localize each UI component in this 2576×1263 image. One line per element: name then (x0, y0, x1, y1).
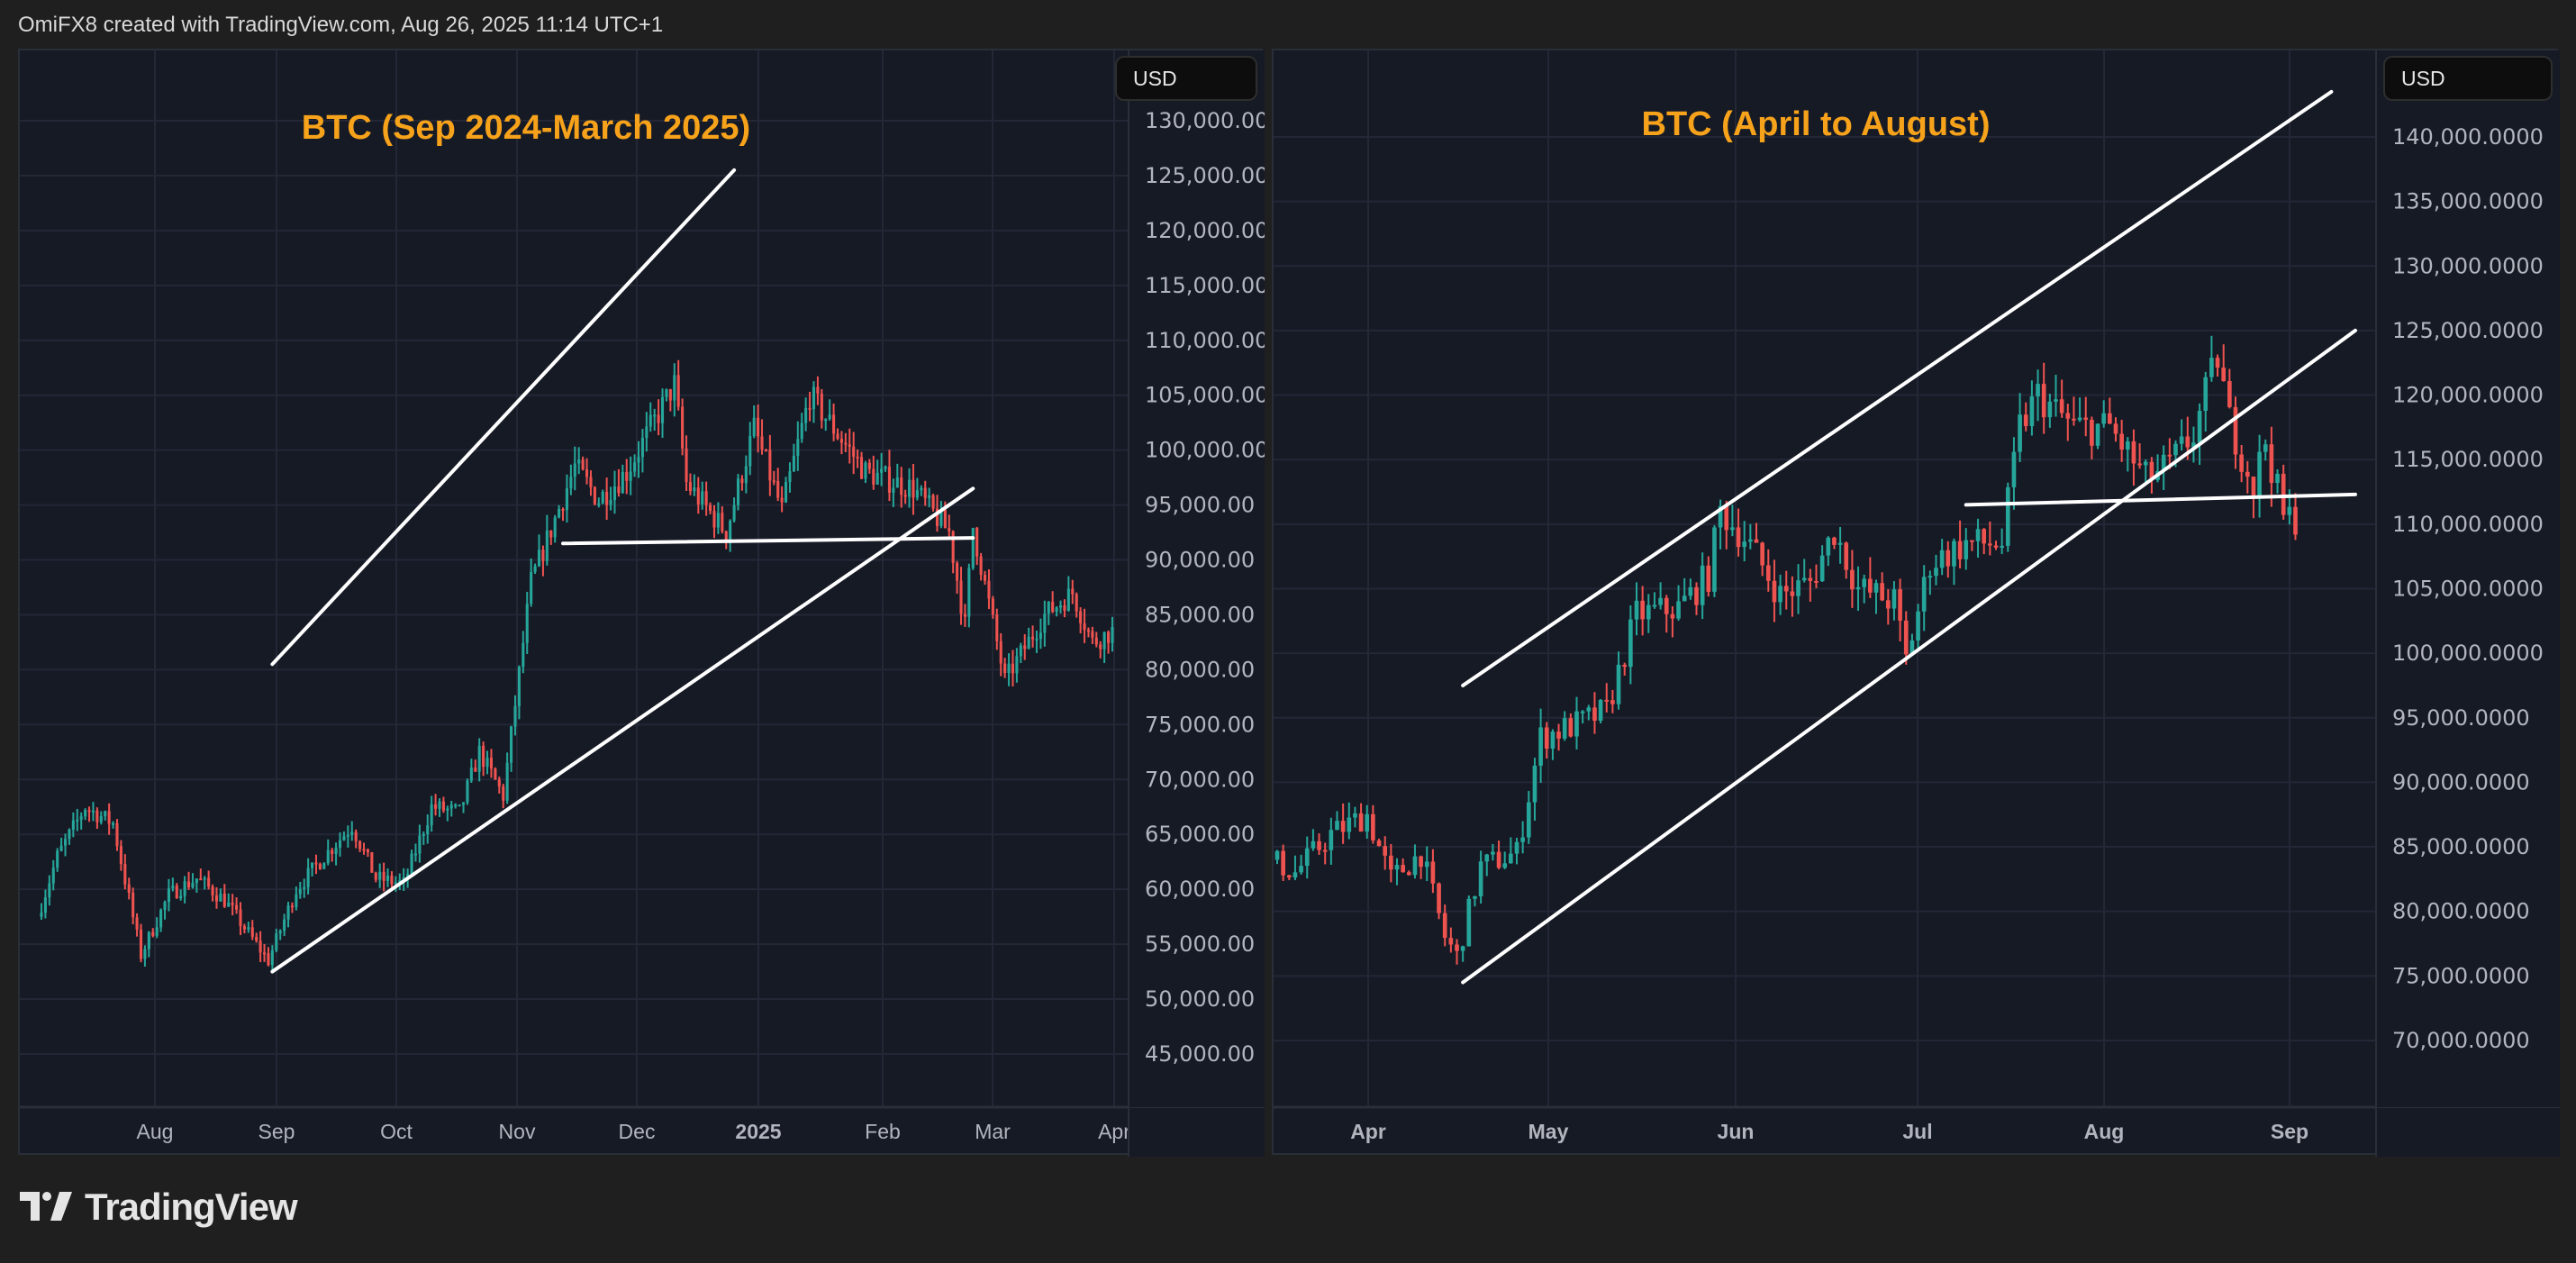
price-tick-label: 110,000.00 (1145, 328, 1265, 353)
price-tick-label: 80,000.00 (1145, 657, 1255, 682)
time-tick-label: Nov (499, 1120, 536, 1143)
price-tick-label: 140,000.0000 (2392, 124, 2544, 150)
currency-label[interactable]: USD (2383, 56, 2553, 101)
price-tick-label: 115,000.00 (1145, 273, 1265, 298)
price-tick-label: 75,000.00 (1145, 712, 1255, 737)
price-axis[interactable]: 130,000.00 125,000.00 120,000.00 115,000.00… (1145, 108, 1265, 1067)
time-tick-label: Sep (259, 1120, 295, 1143)
price-tick-label: 65,000.00 (1145, 822, 1255, 847)
price-tick-label: 125,000.0000 (2392, 318, 2544, 343)
chart-title: BTC (April to August) (1642, 105, 1991, 143)
price-tick-label: 95,000.00 (1145, 493, 1255, 518)
tradingview-logo-text: TradingView (85, 1186, 298, 1228)
time-tick-label: Jun (1718, 1120, 1755, 1143)
lower-channel-line[interactable] (1461, 328, 2357, 985)
price-tick-label: 70,000.00 (1145, 767, 1255, 792)
time-tick-label: Sep (2271, 1120, 2308, 1143)
price-tick-label: 105,000.00 (1145, 383, 1265, 408)
time-tick-label: Jul (1902, 1120, 1932, 1143)
lower-channel-line[interactable] (270, 486, 975, 974)
candles (40, 359, 1114, 973)
price-tick-label: 95,000.0000 (2392, 705, 2530, 731)
support-line[interactable] (561, 536, 975, 546)
time-tick-label: Apr (1350, 1120, 1386, 1143)
price-tick-label: 120,000.00 (1145, 218, 1265, 243)
candlestick-chart-left[interactable]: BTC (Sep 2024-March 2025) 130,000.00 125,0… (20, 50, 1265, 1157)
chart-credit: OmiFX8 created with TradingView.com, Aug… (18, 13, 664, 37)
time-tick-label: May (1528, 1120, 1569, 1143)
tradingview-logo[interactable]: TradingView (20, 1186, 298, 1229)
chart-panel-left[interactable]: BTC (Sep 2024-March 2025) 130,000.00 125,0… (18, 49, 1265, 1157)
time-axis[interactable]: Aug Sep Oct Nov Dec 2025 Feb Mar Apr (137, 1120, 1131, 1143)
price-tick-label: 75,000.0000 (2392, 963, 2530, 988)
price-tick-label: 110,000.0000 (2392, 512, 2544, 537)
time-tick-label: Dec (619, 1120, 656, 1143)
upper-channel-line[interactable] (1461, 89, 2334, 687)
price-tick-label: 120,000.0000 (2392, 383, 2544, 408)
time-tick-label: Aug (2084, 1120, 2125, 1143)
price-axis[interactable]: 140,000.0000 135,000.0000 130,000.0000 125,… (2392, 124, 2544, 1053)
price-tick-label: 70,000.0000 (2392, 1028, 2530, 1053)
price-tick-label: 130,000.00 (1145, 108, 1265, 133)
time-tick-label: Aug (137, 1120, 174, 1143)
grid (20, 50, 1129, 1107)
price-tick-label: 50,000.00 (1145, 986, 1255, 1012)
price-tick-label: 45,000.00 (1145, 1041, 1255, 1067)
price-tick-label: 135,000.0000 (2392, 189, 2544, 214)
candles (1274, 335, 2298, 965)
price-tick-label: 60,000.00 (1145, 877, 1255, 902)
price-tick-label: 85,000.00 (1145, 602, 1255, 627)
currency-label[interactable]: USD (1115, 56, 1257, 101)
price-tick-label: 115,000.0000 (2392, 447, 2544, 472)
price-tick-label: 130,000.0000 (2392, 253, 2544, 278)
time-tick-label: Feb (865, 1120, 901, 1143)
price-tick-label: 100,000.00 (1145, 438, 1265, 463)
tradingview-logo-icon (20, 1192, 72, 1221)
price-tick-label: 90,000.0000 (2392, 769, 2530, 795)
grid (1274, 50, 2376, 1107)
price-tick-label: 100,000.0000 (2392, 641, 2544, 666)
chart-panel-right[interactable]: BTC (April to August) 140,000.0000 135,000… (1272, 49, 2560, 1157)
upper-channel-line[interactable] (270, 168, 737, 667)
time-tick-label: Apr (1098, 1120, 1130, 1143)
price-tick-label: 80,000.0000 (2392, 899, 2530, 924)
time-tick-label: Mar (975, 1120, 1011, 1143)
time-tick-label: Oct (380, 1120, 413, 1143)
time-axis[interactable]: Apr May Jun Jul Aug Sep (1350, 1120, 2308, 1143)
time-tick-label: 2025 (735, 1120, 781, 1143)
price-tick-label: 105,000.0000 (2392, 576, 2544, 601)
price-tick-label: 125,000.00 (1145, 163, 1265, 188)
chart-title: BTC (Sep 2024-March 2025) (302, 109, 750, 147)
price-tick-label: 55,000.00 (1145, 931, 1255, 957)
candlestick-chart-right[interactable]: BTC (April to August) 140,000.0000 135,000… (1274, 50, 2560, 1157)
price-tick-label: 85,000.0000 (2392, 834, 2530, 859)
price-tick-label: 90,000.00 (1145, 548, 1255, 573)
support-line[interactable] (1964, 492, 2357, 507)
